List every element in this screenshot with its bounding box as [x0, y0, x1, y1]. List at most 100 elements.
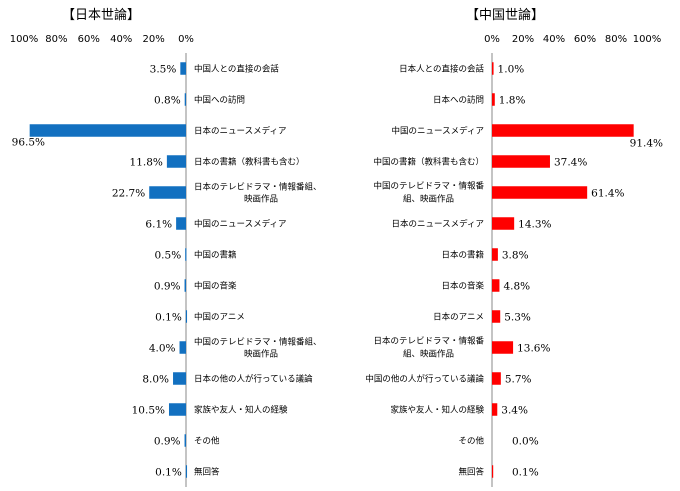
japan-bar	[29, 124, 187, 137]
japan-value-label: 8.0%	[142, 374, 169, 386]
china-category-label: 中国のニュースメディア	[392, 126, 484, 137]
japan-value-label: 4.0%	[149, 343, 176, 355]
japan-value-label: 11.8%	[130, 157, 163, 169]
japan-bar	[179, 341, 186, 354]
china-value-label: 13.6%	[517, 343, 550, 355]
china-category-label: 日本のアニメ	[433, 312, 484, 323]
japan-category-label: 日本の書籍（教科書も含む）	[194, 157, 305, 168]
japan-bar	[185, 248, 187, 261]
china-x-tick-label: 20%	[512, 34, 534, 45]
china-category-label: その他	[458, 436, 484, 447]
japan-value-label: 22.7%	[112, 188, 145, 200]
japan-value-label: 96.5%	[12, 137, 45, 149]
china-value-label: 3.8%	[502, 250, 529, 262]
china-category-label: 日本のニュースメディア	[392, 219, 484, 230]
japan-category-label: 日本の他の人が行っている議論	[194, 374, 313, 385]
japan-category-label: その他	[194, 436, 220, 447]
japan-category-label: 無回答	[194, 467, 220, 478]
japan-category-label: 中国人との直接の会話	[194, 64, 279, 75]
china-category-label: 家族や友人・知人の経験	[390, 405, 484, 416]
china-category-label: 日本の書籍	[441, 250, 484, 261]
china-bar	[492, 186, 588, 199]
china-bar	[492, 124, 634, 137]
china-value-label: 3.4%	[501, 405, 528, 417]
china-x-tick-label: 100%	[633, 34, 662, 45]
china-bar	[492, 217, 515, 230]
japan-bar	[168, 403, 186, 416]
china-value-label: 14.3%	[518, 219, 551, 231]
china-bar	[492, 341, 514, 354]
china-value-label: 0.0%	[512, 436, 539, 448]
japan-value-label: 0.5%	[155, 250, 182, 262]
china-category-label: 中国のテレビドラマ・情報番	[373, 181, 484, 192]
china-bar	[492, 62, 494, 75]
china-category-label: 組、映画作品	[403, 194, 454, 205]
japan-category-label: 中国のテレビドラマ・情報番組、	[194, 337, 322, 348]
china-category-label: 日本人との直接の会話	[399, 64, 484, 75]
japan-value-label: 0.1%	[155, 312, 182, 324]
china-bar	[492, 279, 500, 292]
japan-bar	[180, 62, 186, 75]
china-value-label: 5.7%	[505, 374, 532, 386]
japan-category-label: 中国の書籍	[194, 250, 237, 261]
china-bar	[492, 403, 498, 416]
japan-value-label: 0.9%	[154, 436, 181, 448]
japan-category-label: 日本のテレビドラマ・情報番組、	[194, 182, 322, 193]
china-bar	[492, 93, 495, 106]
japan-x-tick-label: 20%	[142, 34, 164, 45]
japan-value-label: 3.5%	[150, 64, 177, 76]
china-bar	[492, 248, 498, 261]
japan-category-label: 日本のニュースメディア	[194, 126, 286, 137]
china-bar	[492, 155, 550, 168]
japan-chart-title: 【日本世論】	[62, 8, 141, 23]
japan-category-label: 家族や友人・知人の経験	[194, 405, 288, 416]
china-category-label: 組、映画作品	[403, 349, 454, 360]
china-value-label: 1.0%	[498, 64, 525, 76]
japan-bar	[166, 155, 186, 168]
japan-bar	[185, 310, 188, 323]
china-value-label: 91.4%	[630, 138, 663, 150]
japan-value-label: 0.8%	[154, 95, 181, 107]
japan-category-label: 中国のニュースメディア	[194, 219, 286, 230]
japan-category-label: 中国への訪問	[194, 95, 245, 106]
japan-x-tick-label: 40%	[110, 34, 132, 45]
china-chart-title: 【中国世論】	[466, 8, 545, 23]
china-value-label: 0.1%	[512, 467, 539, 479]
china-x-tick-label: 60%	[574, 34, 596, 45]
china-bar	[492, 372, 501, 385]
japan-value-label: 0.9%	[154, 281, 181, 293]
china-x-tick-label: 40%	[543, 34, 565, 45]
japan-bar	[184, 434, 186, 447]
japan-bar	[185, 465, 188, 478]
japan-value-label: 0.1%	[155, 467, 182, 479]
china-category-label: 日本のテレビドラマ・情報番	[373, 336, 484, 347]
china-bar	[492, 310, 501, 323]
japan-bar	[184, 279, 186, 292]
japan-category-label: 映画作品	[244, 349, 278, 360]
china-category-label: 日本の音楽	[441, 281, 484, 292]
japan-bar	[149, 186, 186, 199]
japan-x-tick-label: 60%	[78, 34, 100, 45]
china-category-label: 中国の書籍（教科書も含む）	[373, 157, 484, 168]
china-value-label: 4.8%	[503, 281, 530, 293]
japan-x-tick-label: 0%	[178, 34, 194, 45]
china-category-label: 無回答	[458, 467, 484, 478]
japan-x-tick-label: 100%	[10, 34, 39, 45]
china-category-label: 中国の他の人が行っている議論	[365, 374, 484, 385]
china-x-tick-label: 80%	[605, 34, 627, 45]
china-x-tick-label: 0%	[484, 34, 500, 45]
japan-value-label: 6.1%	[145, 219, 172, 231]
japan-x-tick-label: 80%	[45, 34, 67, 45]
japan-category-label: 中国のアニメ	[194, 312, 245, 323]
china-value-label: 61.4%	[591, 188, 624, 200]
china-category-label: 日本への訪問	[433, 95, 484, 106]
japan-value-label: 10.5%	[132, 405, 165, 417]
japan-category-label: 中国の音楽	[194, 281, 237, 292]
china-bar	[492, 465, 494, 478]
china-value-label: 5.3%	[504, 312, 531, 324]
japan-bar	[184, 93, 186, 106]
china-value-label: 1.8%	[499, 95, 526, 107]
japan-category-label: 映画作品	[244, 194, 278, 205]
japan-bar	[173, 372, 186, 385]
